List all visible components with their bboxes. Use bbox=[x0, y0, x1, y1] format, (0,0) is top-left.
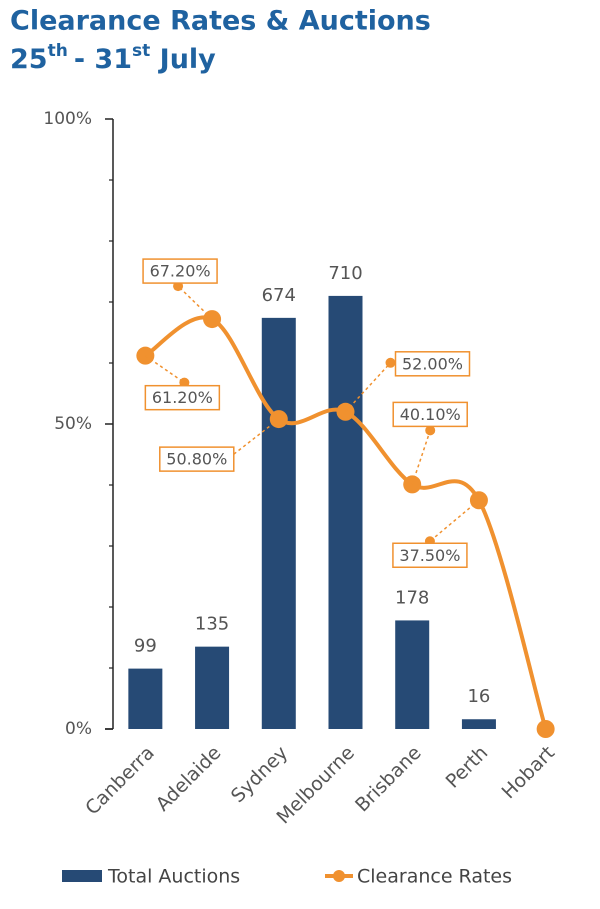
leader-line bbox=[411, 430, 431, 485]
leader-line bbox=[344, 362, 392, 413]
legend-swatch bbox=[333, 870, 345, 882]
subtitle-part: July bbox=[150, 44, 216, 75]
data-label: 37.50% bbox=[399, 546, 460, 565]
legend-label: Total Auctions bbox=[107, 866, 240, 888]
x-tick-label: Adelaide bbox=[152, 742, 226, 816]
bar-value-label: 99 bbox=[134, 636, 157, 657]
x-tick-label: Sydney bbox=[227, 742, 292, 807]
label-box bbox=[159, 446, 235, 472]
bar-value-label: 674 bbox=[262, 285, 296, 306]
leader-line bbox=[144, 355, 185, 384]
bar-value-label: 16 bbox=[467, 686, 490, 707]
bar-value-label: 710 bbox=[328, 263, 362, 284]
data-label: 40.10% bbox=[400, 405, 461, 424]
line-point bbox=[536, 720, 555, 738]
legend-swatch bbox=[62, 870, 102, 882]
bar-value-label: 178 bbox=[395, 587, 429, 608]
y-tick-label: 100% bbox=[43, 109, 92, 129]
subtitle-part: th bbox=[48, 41, 68, 61]
legend-label: Clearance Rates bbox=[357, 866, 512, 888]
chart-subtitle: 25th - 31st July bbox=[10, 41, 216, 75]
data-label: 61.20% bbox=[152, 388, 213, 407]
bar bbox=[195, 646, 230, 729]
leader-line bbox=[177, 285, 213, 320]
y-tick-label: 0% bbox=[65, 719, 92, 739]
bar bbox=[128, 668, 163, 729]
data-label: 52.00% bbox=[402, 354, 463, 373]
bar-value-label: 135 bbox=[195, 614, 229, 635]
x-tick-label: Brisbane bbox=[351, 742, 426, 817]
label-box bbox=[142, 258, 218, 284]
x-tick-label: Canberra bbox=[81, 742, 159, 820]
bar bbox=[261, 317, 296, 729]
data-label: 67.20% bbox=[150, 262, 211, 281]
x-tick-label: Perth bbox=[442, 742, 493, 793]
y-tick-label: 50% bbox=[54, 414, 92, 434]
label-box bbox=[394, 351, 471, 377]
leader-line bbox=[228, 418, 280, 459]
leader-dot bbox=[385, 357, 396, 368]
label-box bbox=[392, 401, 468, 428]
leader-dot bbox=[425, 425, 436, 436]
bar bbox=[461, 719, 496, 729]
label-box bbox=[144, 384, 221, 411]
subtitle-part: - 31 bbox=[74, 44, 132, 75]
subtitle-part: 25 bbox=[10, 44, 48, 75]
x-tick-label: Hobart bbox=[498, 742, 559, 803]
leader-line bbox=[429, 499, 480, 542]
label-box bbox=[392, 542, 468, 568]
chart-title: Clearance Rates & Auctions bbox=[10, 6, 431, 37]
subtitle-part: st bbox=[132, 41, 150, 61]
bar bbox=[328, 295, 363, 729]
bar bbox=[395, 620, 430, 729]
data-label: 50.80% bbox=[166, 450, 227, 469]
